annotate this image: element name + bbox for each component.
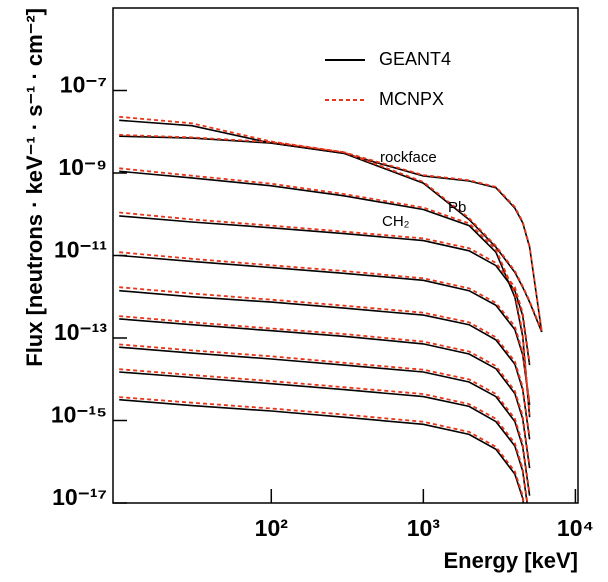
spectrum-line	[119, 398, 525, 503]
legend-label: GEANT4	[379, 49, 451, 69]
plot-frame	[112, 7, 579, 504]
spectrum-line	[119, 251, 531, 403]
y-tick-label: 10⁻⁹	[58, 154, 107, 180]
x-tick-label: 10⁴	[557, 515, 594, 541]
spectrum-line	[119, 315, 531, 466]
x-tick-label: 10²	[255, 515, 289, 541]
x-axis-title: Energy [keV]	[444, 548, 579, 573]
legend-label: MCNPX	[379, 89, 444, 109]
y-tick-label: 10⁻¹⁷	[52, 484, 107, 510]
x-tick-label: 10³	[407, 515, 441, 541]
y-tick-label: 10⁻⁷	[60, 72, 107, 98]
spectrum-line	[119, 368, 529, 503]
spectrum-line	[119, 371, 528, 503]
spectrum-line	[119, 211, 531, 363]
spectrum-line	[119, 215, 531, 366]
spectrum-line	[119, 289, 531, 440]
spectrum-line	[119, 396, 525, 503]
spectrum-line	[119, 119, 543, 333]
spectrum-line	[119, 286, 531, 438]
spectrum-line	[119, 134, 543, 331]
spectrum-line	[119, 167, 531, 415]
curve-annotation: CH₂	[382, 213, 410, 230]
y-tick-label: 10⁻¹¹	[54, 237, 107, 263]
y-tick-label: 10⁻¹³	[54, 319, 107, 345]
y-tick-label: 10⁻¹⁵	[51, 402, 107, 428]
spectrum-line	[119, 170, 531, 418]
spectrum-line	[119, 346, 531, 496]
spectrum-line	[119, 318, 531, 469]
y-axis-title: Flux [neutrons · keV⁻¹ · s⁻¹ · cm⁻²]	[22, 8, 47, 367]
spectrum-line	[119, 343, 531, 494]
curve-annotation: rockface	[380, 149, 437, 166]
spectrum-line	[119, 115, 543, 332]
curves	[119, 115, 543, 503]
curve-annotation: Pb	[448, 199, 466, 216]
